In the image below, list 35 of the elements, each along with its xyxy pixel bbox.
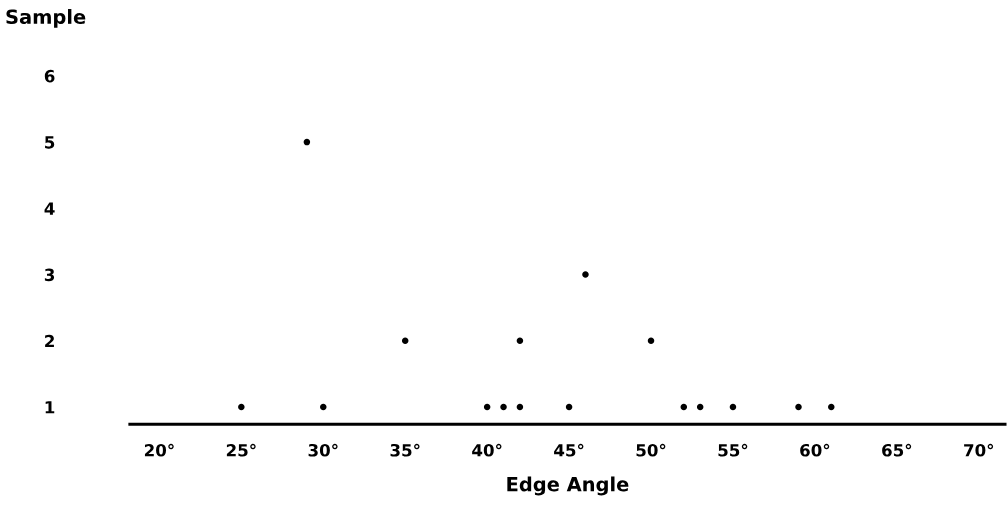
x-tick-label: 45° xyxy=(554,443,584,457)
point xyxy=(500,403,507,411)
x-tick-label: 60° xyxy=(800,443,830,457)
y-tick-label: 4 xyxy=(44,202,55,215)
point xyxy=(582,271,589,278)
point xyxy=(516,337,524,345)
x-axis-title: Edge Angle xyxy=(507,476,629,496)
y-tick-label: 1 xyxy=(45,401,55,414)
y-axis-title: Sample xyxy=(6,9,86,28)
point xyxy=(401,337,409,345)
point xyxy=(238,403,245,411)
point xyxy=(680,403,688,411)
x-tick-label: 70° xyxy=(964,443,994,457)
point xyxy=(303,138,311,146)
point xyxy=(828,403,835,411)
y-tick-label: 3 xyxy=(44,268,55,282)
y-tick-label: 2 xyxy=(45,334,54,348)
point xyxy=(795,403,802,411)
point xyxy=(729,403,737,411)
x-tick-label: 25° xyxy=(226,443,256,457)
x-tick-label: 55° xyxy=(718,443,748,457)
x-tick-label: 50° xyxy=(636,443,666,457)
x-tick-label: 30° xyxy=(308,443,338,457)
point xyxy=(483,403,491,411)
point xyxy=(320,403,327,411)
point xyxy=(516,403,524,411)
y-tick-label: 5 xyxy=(45,136,55,149)
point xyxy=(565,403,573,411)
y-tick-label: 6 xyxy=(44,69,55,83)
x-tick-label: 40° xyxy=(472,443,502,457)
point xyxy=(647,337,655,345)
point xyxy=(696,403,704,411)
x-tick-label: 20° xyxy=(144,443,174,457)
x-tick-label: 65° xyxy=(882,443,912,457)
x-tick-label: 35° xyxy=(390,443,420,457)
